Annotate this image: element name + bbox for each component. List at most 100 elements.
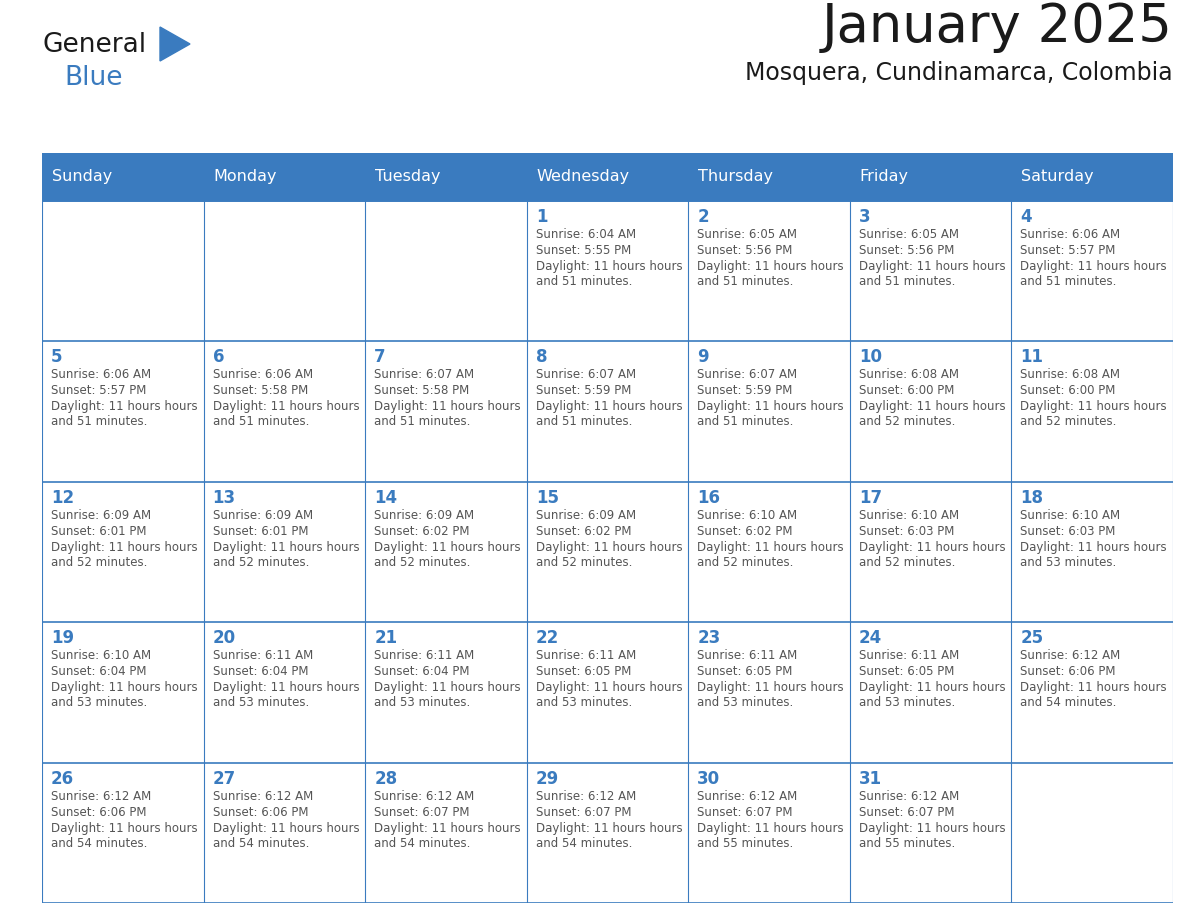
Text: and 54 minutes.: and 54 minutes. (51, 836, 147, 849)
Text: Daylight: 11 hours hours: Daylight: 11 hours hours (859, 260, 1005, 273)
Text: Sunset: 6:07 PM: Sunset: 6:07 PM (536, 806, 631, 819)
Text: Sunset: 6:02 PM: Sunset: 6:02 PM (697, 525, 792, 538)
Text: Thursday: Thursday (699, 170, 773, 185)
Bar (1011, 622, 1173, 763)
Text: and 52 minutes.: and 52 minutes. (859, 416, 955, 429)
Text: Daylight: 11 hours hours: Daylight: 11 hours hours (536, 541, 682, 554)
Text: Sunrise: 6:06 AM: Sunrise: 6:06 AM (51, 368, 151, 381)
Text: Sunset: 6:00 PM: Sunset: 6:00 PM (859, 385, 954, 397)
Text: 29: 29 (536, 769, 560, 788)
Text: and 51 minutes.: and 51 minutes. (51, 416, 147, 429)
Text: 23: 23 (697, 629, 721, 647)
Bar (849, 153, 1011, 201)
Text: Sunset: 5:57 PM: Sunset: 5:57 PM (1020, 244, 1116, 257)
Bar (1011, 341, 1173, 482)
Text: 3: 3 (859, 208, 871, 226)
Text: Sunrise: 6:12 AM: Sunrise: 6:12 AM (374, 789, 474, 802)
Text: 26: 26 (51, 769, 74, 788)
Bar (849, 622, 1011, 763)
Text: Sunrise: 6:09 AM: Sunrise: 6:09 AM (213, 509, 312, 521)
Text: 9: 9 (697, 349, 709, 366)
Bar (42, 482, 203, 622)
Text: January 2025: January 2025 (822, 1, 1173, 53)
Text: 20: 20 (213, 629, 235, 647)
Text: Daylight: 11 hours hours: Daylight: 11 hours hours (697, 260, 843, 273)
Text: 5: 5 (51, 349, 63, 366)
Text: and 51 minutes.: and 51 minutes. (697, 275, 794, 288)
Text: Sunrise: 6:12 AM: Sunrise: 6:12 AM (51, 789, 151, 802)
Bar (203, 482, 365, 622)
Bar (365, 763, 526, 903)
Text: Sunset: 5:59 PM: Sunset: 5:59 PM (697, 385, 792, 397)
Text: 8: 8 (536, 349, 548, 366)
Text: 27: 27 (213, 769, 236, 788)
Bar (203, 341, 365, 482)
Text: Sunset: 5:58 PM: Sunset: 5:58 PM (213, 385, 308, 397)
Text: Daylight: 11 hours hours: Daylight: 11 hours hours (536, 822, 682, 834)
Text: Daylight: 11 hours hours: Daylight: 11 hours hours (697, 681, 843, 694)
Text: and 53 minutes.: and 53 minutes. (1020, 555, 1117, 569)
Bar (849, 763, 1011, 903)
Text: and 51 minutes.: and 51 minutes. (536, 275, 632, 288)
Text: and 52 minutes.: and 52 minutes. (51, 555, 147, 569)
Bar (365, 482, 526, 622)
Bar (1011, 201, 1173, 341)
Text: and 54 minutes.: and 54 minutes. (374, 836, 470, 849)
Text: and 52 minutes.: and 52 minutes. (374, 555, 470, 569)
Text: Friday: Friday (860, 170, 909, 185)
Bar (526, 153, 688, 201)
Text: Sunset: 6:05 PM: Sunset: 6:05 PM (536, 666, 631, 678)
Text: Sunset: 6:03 PM: Sunset: 6:03 PM (1020, 525, 1116, 538)
Text: Daylight: 11 hours hours: Daylight: 11 hours hours (1020, 260, 1167, 273)
Text: 15: 15 (536, 488, 558, 507)
Text: Sunrise: 6:04 AM: Sunrise: 6:04 AM (536, 228, 636, 241)
Text: Monday: Monday (214, 170, 277, 185)
Text: Daylight: 11 hours hours: Daylight: 11 hours hours (859, 822, 1005, 834)
Text: 16: 16 (697, 488, 720, 507)
Text: Daylight: 11 hours hours: Daylight: 11 hours hours (536, 400, 682, 413)
Text: 14: 14 (374, 488, 397, 507)
Bar (526, 201, 688, 341)
Text: Sunrise: 6:08 AM: Sunrise: 6:08 AM (859, 368, 959, 381)
Text: Sunrise: 6:11 AM: Sunrise: 6:11 AM (859, 649, 959, 662)
Bar (42, 622, 203, 763)
Text: and 55 minutes.: and 55 minutes. (697, 836, 794, 849)
Text: 1: 1 (536, 208, 548, 226)
Text: and 53 minutes.: and 53 minutes. (697, 696, 794, 710)
Text: Sunrise: 6:05 AM: Sunrise: 6:05 AM (859, 228, 959, 241)
Text: Daylight: 11 hours hours: Daylight: 11 hours hours (51, 541, 197, 554)
Text: Sunrise: 6:07 AM: Sunrise: 6:07 AM (374, 368, 474, 381)
Bar (42, 341, 203, 482)
Text: and 51 minutes.: and 51 minutes. (374, 416, 470, 429)
Text: Sunset: 6:06 PM: Sunset: 6:06 PM (213, 806, 308, 819)
Bar (849, 341, 1011, 482)
Text: and 52 minutes.: and 52 minutes. (1020, 416, 1117, 429)
Text: and 52 minutes.: and 52 minutes. (213, 555, 309, 569)
Bar (365, 153, 526, 201)
Text: and 55 minutes.: and 55 minutes. (859, 836, 955, 849)
Text: Sunrise: 6:07 AM: Sunrise: 6:07 AM (536, 368, 636, 381)
Text: Sunset: 6:02 PM: Sunset: 6:02 PM (536, 525, 631, 538)
Text: Daylight: 11 hours hours: Daylight: 11 hours hours (213, 541, 359, 554)
Text: 12: 12 (51, 488, 74, 507)
Text: Daylight: 11 hours hours: Daylight: 11 hours hours (51, 400, 197, 413)
Text: Sunrise: 6:10 AM: Sunrise: 6:10 AM (51, 649, 151, 662)
Text: and 53 minutes.: and 53 minutes. (536, 696, 632, 710)
Text: 6: 6 (213, 349, 225, 366)
Bar (526, 341, 688, 482)
Text: Sunrise: 6:11 AM: Sunrise: 6:11 AM (213, 649, 312, 662)
Text: and 53 minutes.: and 53 minutes. (374, 696, 470, 710)
Bar (1011, 763, 1173, 903)
Text: Daylight: 11 hours hours: Daylight: 11 hours hours (859, 400, 1005, 413)
Text: Daylight: 11 hours hours: Daylight: 11 hours hours (697, 400, 843, 413)
Text: Sunset: 6:07 PM: Sunset: 6:07 PM (374, 806, 469, 819)
Text: Daylight: 11 hours hours: Daylight: 11 hours hours (374, 541, 520, 554)
Text: and 51 minutes.: and 51 minutes. (1020, 275, 1117, 288)
Text: Sunrise: 6:06 AM: Sunrise: 6:06 AM (213, 368, 312, 381)
Bar (203, 763, 365, 903)
Text: Daylight: 11 hours hours: Daylight: 11 hours hours (213, 681, 359, 694)
Text: Sunset: 6:01 PM: Sunset: 6:01 PM (213, 525, 308, 538)
Text: Sunset: 5:57 PM: Sunset: 5:57 PM (51, 385, 146, 397)
Text: Sunrise: 6:09 AM: Sunrise: 6:09 AM (536, 509, 636, 521)
Text: Daylight: 11 hours hours: Daylight: 11 hours hours (697, 541, 843, 554)
